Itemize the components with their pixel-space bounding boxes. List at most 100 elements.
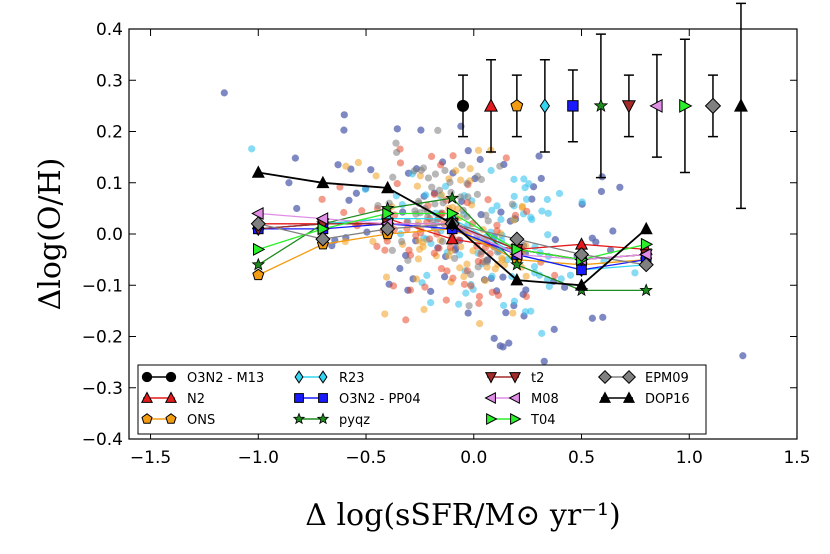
legend-marker	[598, 391, 612, 403]
data-point	[445, 216, 459, 230]
scatter-point	[398, 237, 406, 246]
error-marker	[733, 98, 748, 112]
scatter-point	[419, 238, 427, 246]
scatter-point	[396, 264, 404, 273]
scatter-point	[530, 263, 539, 271]
legend-marker	[508, 391, 520, 405]
legend-marker	[622, 391, 636, 403]
scatter-point	[427, 152, 436, 161]
scatter-point	[402, 316, 410, 324]
data-point	[251, 165, 265, 178]
y-axis-label: Δlog(O/H)	[33, 158, 68, 311]
scatter-point	[434, 126, 442, 135]
scatter-point	[484, 196, 492, 204]
scatter-point	[412, 275, 420, 283]
scatter-point	[389, 282, 398, 290]
scatter-point	[599, 313, 607, 321]
legend-marker	[292, 412, 306, 425]
scatter-point	[430, 190, 438, 198]
scatter-point	[340, 208, 348, 217]
scatter-point	[441, 273, 449, 281]
scatter-point	[502, 154, 510, 162]
scatter-point	[474, 263, 482, 271]
legend-label: pyqz	[339, 413, 370, 428]
scatter-point	[481, 276, 489, 285]
legend-marker	[294, 370, 304, 384]
data-point	[250, 216, 266, 232]
scatter-point	[525, 180, 533, 188]
scatter-point	[510, 175, 518, 183]
scatter-point	[458, 161, 466, 169]
scatter-point	[561, 283, 569, 291]
scatter-point	[456, 264, 464, 272]
scatter-point	[544, 231, 552, 239]
scatter-point	[439, 199, 447, 207]
scatter-point	[455, 300, 463, 308]
scatter-point	[414, 255, 423, 263]
scatter-point	[474, 146, 483, 154]
scatter-point	[473, 190, 482, 198]
scatter-point	[543, 195, 551, 204]
data-point	[315, 212, 329, 226]
scatter-point	[522, 195, 531, 203]
scatter-point	[425, 235, 434, 243]
data-point	[638, 257, 654, 273]
scatter-point	[493, 221, 501, 229]
legend-label: t2	[531, 371, 544, 386]
scatter-point	[449, 152, 457, 160]
data-point	[639, 247, 652, 262]
scatter-point	[442, 296, 450, 304]
scatter-point	[597, 187, 606, 196]
legend-label: DOP16	[645, 392, 690, 407]
scatter-point	[397, 230, 405, 238]
scatter-point	[383, 237, 391, 245]
scatter-point	[318, 195, 326, 203]
data-point	[252, 268, 265, 281]
legend-marker	[318, 370, 328, 384]
data-point	[381, 180, 395, 194]
scatter-point	[328, 242, 336, 250]
scatter-point	[482, 211, 490, 219]
scatter-point	[598, 173, 606, 181]
scatter-point	[446, 178, 454, 186]
scatter-point	[340, 126, 348, 134]
scatter-point	[538, 207, 546, 215]
scatter-point	[285, 179, 293, 187]
error-marker	[567, 100, 579, 112]
legend-marker	[164, 391, 178, 403]
y-tick-label: −0.4	[82, 430, 123, 450]
scatter-point	[420, 305, 428, 314]
data-point	[446, 206, 460, 221]
scatter-point	[510, 192, 518, 200]
scatter-point	[381, 310, 389, 318]
scatter-point	[520, 175, 528, 183]
scatter-point	[510, 297, 519, 305]
legend-marker	[508, 372, 522, 384]
scatter-point	[528, 195, 536, 203]
scatter-point	[428, 183, 436, 191]
scatter-point	[291, 154, 299, 162]
scatter-point	[340, 111, 348, 119]
scatter-point	[412, 210, 420, 218]
data-point	[251, 257, 266, 271]
scatter-point	[488, 206, 496, 214]
data-point	[639, 283, 653, 297]
data-point	[382, 206, 395, 221]
scatter-point	[545, 282, 553, 291]
scatter-point	[550, 325, 558, 333]
scatter-point	[522, 272, 530, 280]
scatter-point	[505, 339, 513, 347]
scatter-point	[616, 183, 624, 191]
scatter-point	[417, 126, 425, 134]
y-tick-label: −0.2	[82, 328, 123, 348]
scatter-point	[413, 182, 422, 190]
scatter-point	[476, 155, 484, 164]
scatter-point	[551, 271, 559, 279]
x-tick-label: −1.5	[130, 448, 171, 468]
legend-label: O3N2 - M13	[187, 371, 264, 386]
series-markers	[250, 165, 654, 297]
y-tick-label: 0.1	[96, 174, 123, 194]
scatter-point	[483, 256, 491, 264]
axis-ticks: −1.5 −1.0 −0.5 0.0 0.5 1.0 1.5 −0.4 −0.3 −0.2 −0.1…	[82, 20, 811, 468]
scatter-point	[457, 243, 465, 251]
